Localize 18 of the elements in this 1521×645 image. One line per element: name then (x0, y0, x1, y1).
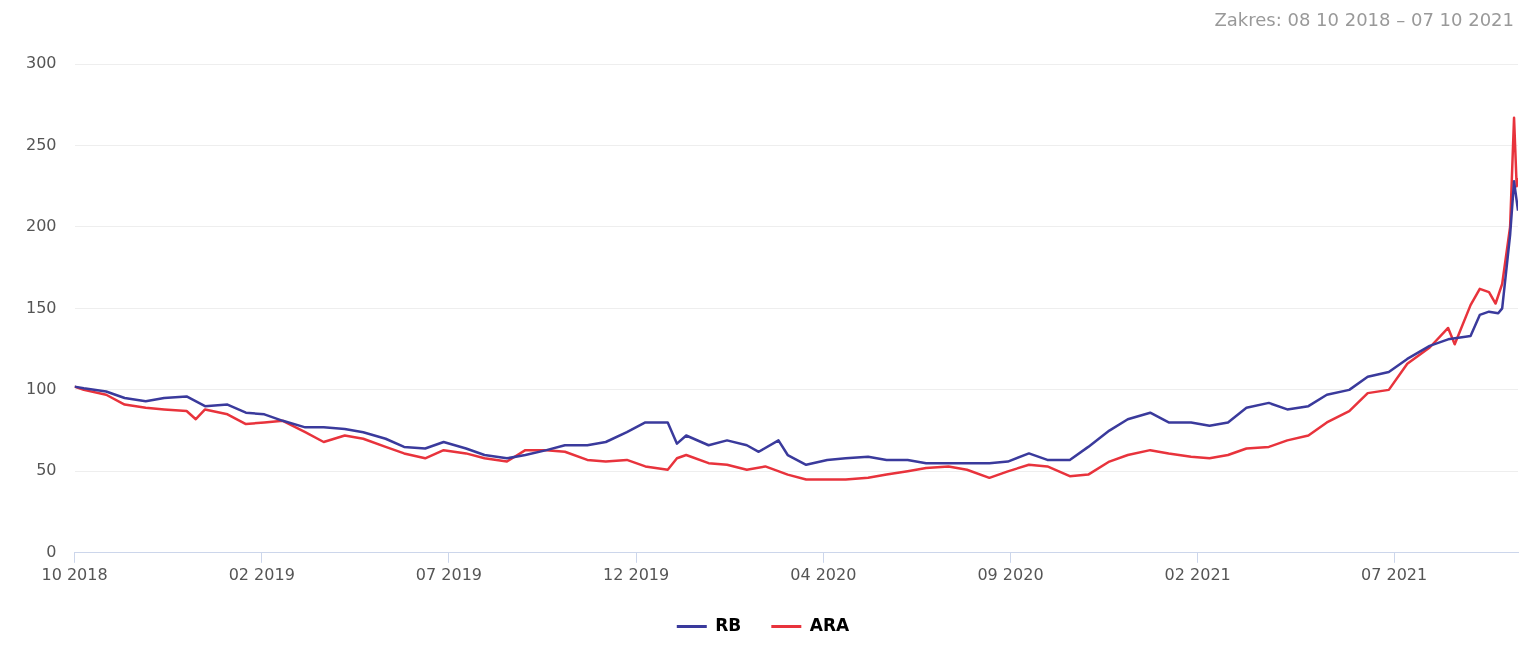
y-tick-label: 0 (46, 541, 57, 561)
x-tick-label: 07 2019 (415, 564, 482, 584)
y-tick-label: 150 (25, 297, 57, 317)
x-tick-label: 07 2021 (1361, 564, 1428, 584)
y-tick-label: 100 (25, 379, 57, 399)
y-tick-label: 300 (25, 53, 57, 73)
text: Zakres: 08 10 2018 – 07 10 2021 (1214, 8, 1514, 30)
y-tick-label: 200 (25, 216, 57, 236)
x-tick-label: 12 2019 (603, 564, 670, 584)
y-tick-label: 250 (25, 134, 57, 154)
x-tick-label: 09 2020 (977, 564, 1044, 584)
y-tick-label: 50 (36, 460, 57, 480)
x-tick-label: 04 2020 (790, 564, 857, 584)
legend-label: RB (715, 614, 742, 635)
x-tick-label: 10 2018 (41, 564, 108, 584)
x-tick-label: 02 2019 (228, 564, 295, 584)
x-tick-label: 02 2021 (1164, 564, 1231, 584)
legend-label: ARA (809, 614, 851, 635)
